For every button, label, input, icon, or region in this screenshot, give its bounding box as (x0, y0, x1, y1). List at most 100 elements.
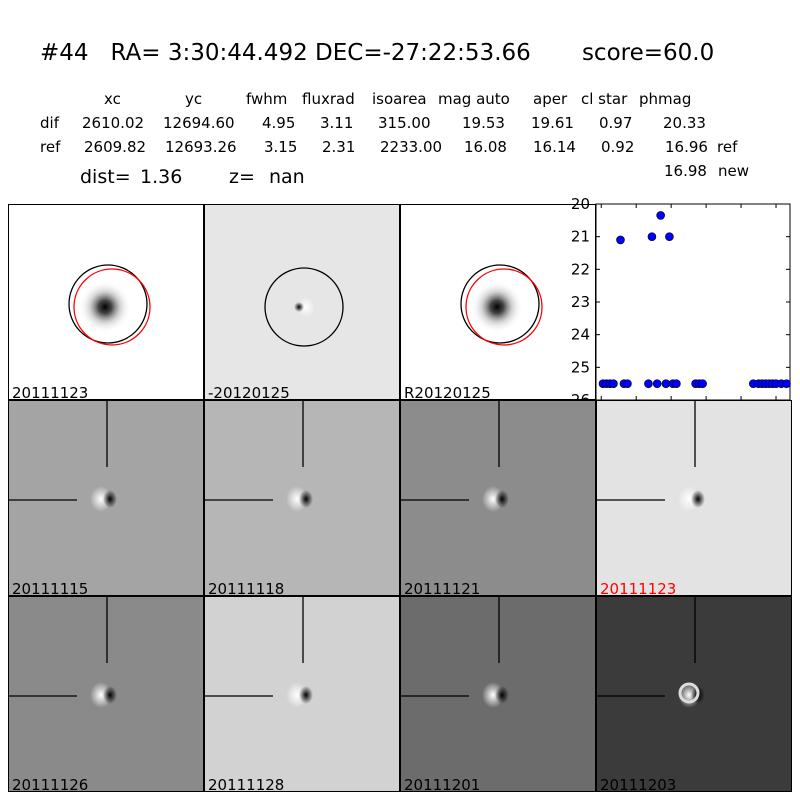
residual-negative (299, 490, 313, 508)
data-point (644, 379, 653, 388)
epoch-stamp: 20111121 (400, 400, 596, 596)
epoch-stamp: 20111126 (8, 596, 204, 792)
data-point (665, 232, 674, 241)
stamp-image (401, 205, 595, 399)
table-cell: 16.08 (464, 138, 507, 156)
table-cell: 3.15 (264, 138, 298, 156)
residual-negative (299, 686, 313, 704)
table-cell: 12694.60 (163, 114, 235, 132)
stamp-image (401, 401, 595, 595)
panel-date-label: 20111118 (208, 580, 285, 596)
panel-date-label: 20111123 (600, 580, 677, 596)
table-cell: 19.53 (462, 114, 505, 132)
panel-date-label: 20111128 (208, 776, 285, 792)
source-psf (471, 281, 523, 333)
column-header: mag auto (438, 90, 510, 108)
residual-negative (294, 302, 304, 312)
column-header: yc (185, 90, 203, 108)
row-label: dif (40, 114, 59, 132)
dist-label: dist= (80, 166, 131, 188)
panel-date-label: 20111203 (600, 776, 677, 792)
table-cell: 0.92 (601, 138, 635, 156)
stamp-panel-reference: 20111123 (8, 204, 204, 400)
residual-positive (297, 297, 315, 317)
data-point (609, 379, 618, 388)
aperture-circle-ref (460, 264, 540, 344)
epoch-stamp: 20111203 (596, 596, 792, 792)
panel-date-label: 20111115 (12, 580, 89, 596)
data-point (698, 379, 707, 388)
data-point (652, 379, 662, 388)
epoch-stamp-current: 20111123 (596, 400, 792, 596)
aperture-circle-new (465, 268, 543, 346)
table-cell: 16.14 (533, 138, 576, 156)
table-cell: 2609.82 (84, 138, 147, 156)
panel-date-label: R20120125 (404, 384, 491, 400)
stamp-panel-reference-new: R20120125 (400, 204, 596, 400)
epoch-stamp: 20111128 (204, 596, 400, 792)
aperture-circle-new (73, 268, 151, 346)
y-tick-label: 23 (571, 293, 590, 311)
source-psf (79, 281, 131, 333)
lightcurve-plot: 20212223242526020406080100 (571, 195, 791, 421)
epoch-stamp: 20111118 (204, 400, 400, 596)
residual-negative (495, 686, 509, 704)
column-header: xc (104, 90, 121, 108)
lightcurve-chart: 20212223242526020406080100 (571, 195, 791, 421)
table-cell: 2233.00 (380, 138, 443, 156)
column-header: phmag (639, 90, 692, 108)
row-label: ref (40, 138, 61, 156)
epoch-stamp: 20111115 (8, 400, 204, 596)
z-label: z= (229, 166, 255, 188)
dist-value: 1.36 (140, 166, 183, 188)
column-header: fluxrad (302, 90, 355, 108)
y-tick-label: 20 (571, 195, 590, 213)
panel-date-label: -20120125 (208, 384, 290, 400)
stamp-image (205, 401, 399, 595)
table-cell: 0.97 (599, 114, 633, 132)
y-tick-label: 22 (571, 260, 590, 278)
panel-date-label: 20111201 (404, 776, 481, 792)
epoch-stamp: 20111201 (400, 596, 596, 792)
stamp-image (401, 597, 595, 791)
plot-frame (595, 203, 791, 401)
table-cell: 12693.26 (165, 138, 237, 156)
row-note: ref (717, 138, 738, 156)
column-header: cl star (581, 90, 628, 108)
data-point (616, 235, 625, 245)
candidate-title: #44 RA= 3:30:44.492 DEC=-27:22:53.66 sco… (40, 40, 715, 66)
table-cell: 19.61 (531, 114, 574, 132)
residual-negative (103, 490, 117, 508)
y-tick-label: 25 (571, 358, 590, 376)
data-point (623, 379, 632, 388)
table-cell: 2610.02 (82, 114, 145, 132)
stamp-image (9, 597, 203, 791)
stamp-image (9, 205, 203, 399)
table-cell: 315.00 (378, 114, 431, 132)
aperture-circle-ref (68, 264, 148, 344)
residual-negative (495, 490, 509, 508)
residual-negative (691, 490, 705, 508)
stamp-image (597, 597, 791, 791)
column-header: isoarea (372, 90, 427, 108)
stamp-panel-difference: -20120125 (204, 204, 400, 400)
residual-ring (678, 682, 700, 704)
aperture-circle-ref (264, 267, 344, 347)
stamp-image (205, 597, 399, 791)
new-phmag-note: new (718, 162, 750, 180)
panel-date-label: 20111126 (12, 776, 89, 792)
data-point (672, 379, 681, 388)
residual-negative (103, 686, 117, 704)
table-cell: 4.95 (262, 114, 296, 132)
stamp-image (205, 205, 399, 399)
z-value: nan (269, 166, 305, 188)
table-cell: 2.31 (322, 138, 356, 156)
table-cell: 20.33 (663, 114, 706, 132)
panel-date-label: 20111123 (12, 384, 89, 400)
new-phmag-value: 16.98 (664, 162, 707, 180)
y-tick-label: 24 (571, 326, 590, 344)
data-point (782, 379, 791, 388)
table-cell: 3.11 (320, 114, 354, 132)
y-tick-label: 21 (571, 228, 590, 246)
column-header: aper (533, 90, 568, 108)
